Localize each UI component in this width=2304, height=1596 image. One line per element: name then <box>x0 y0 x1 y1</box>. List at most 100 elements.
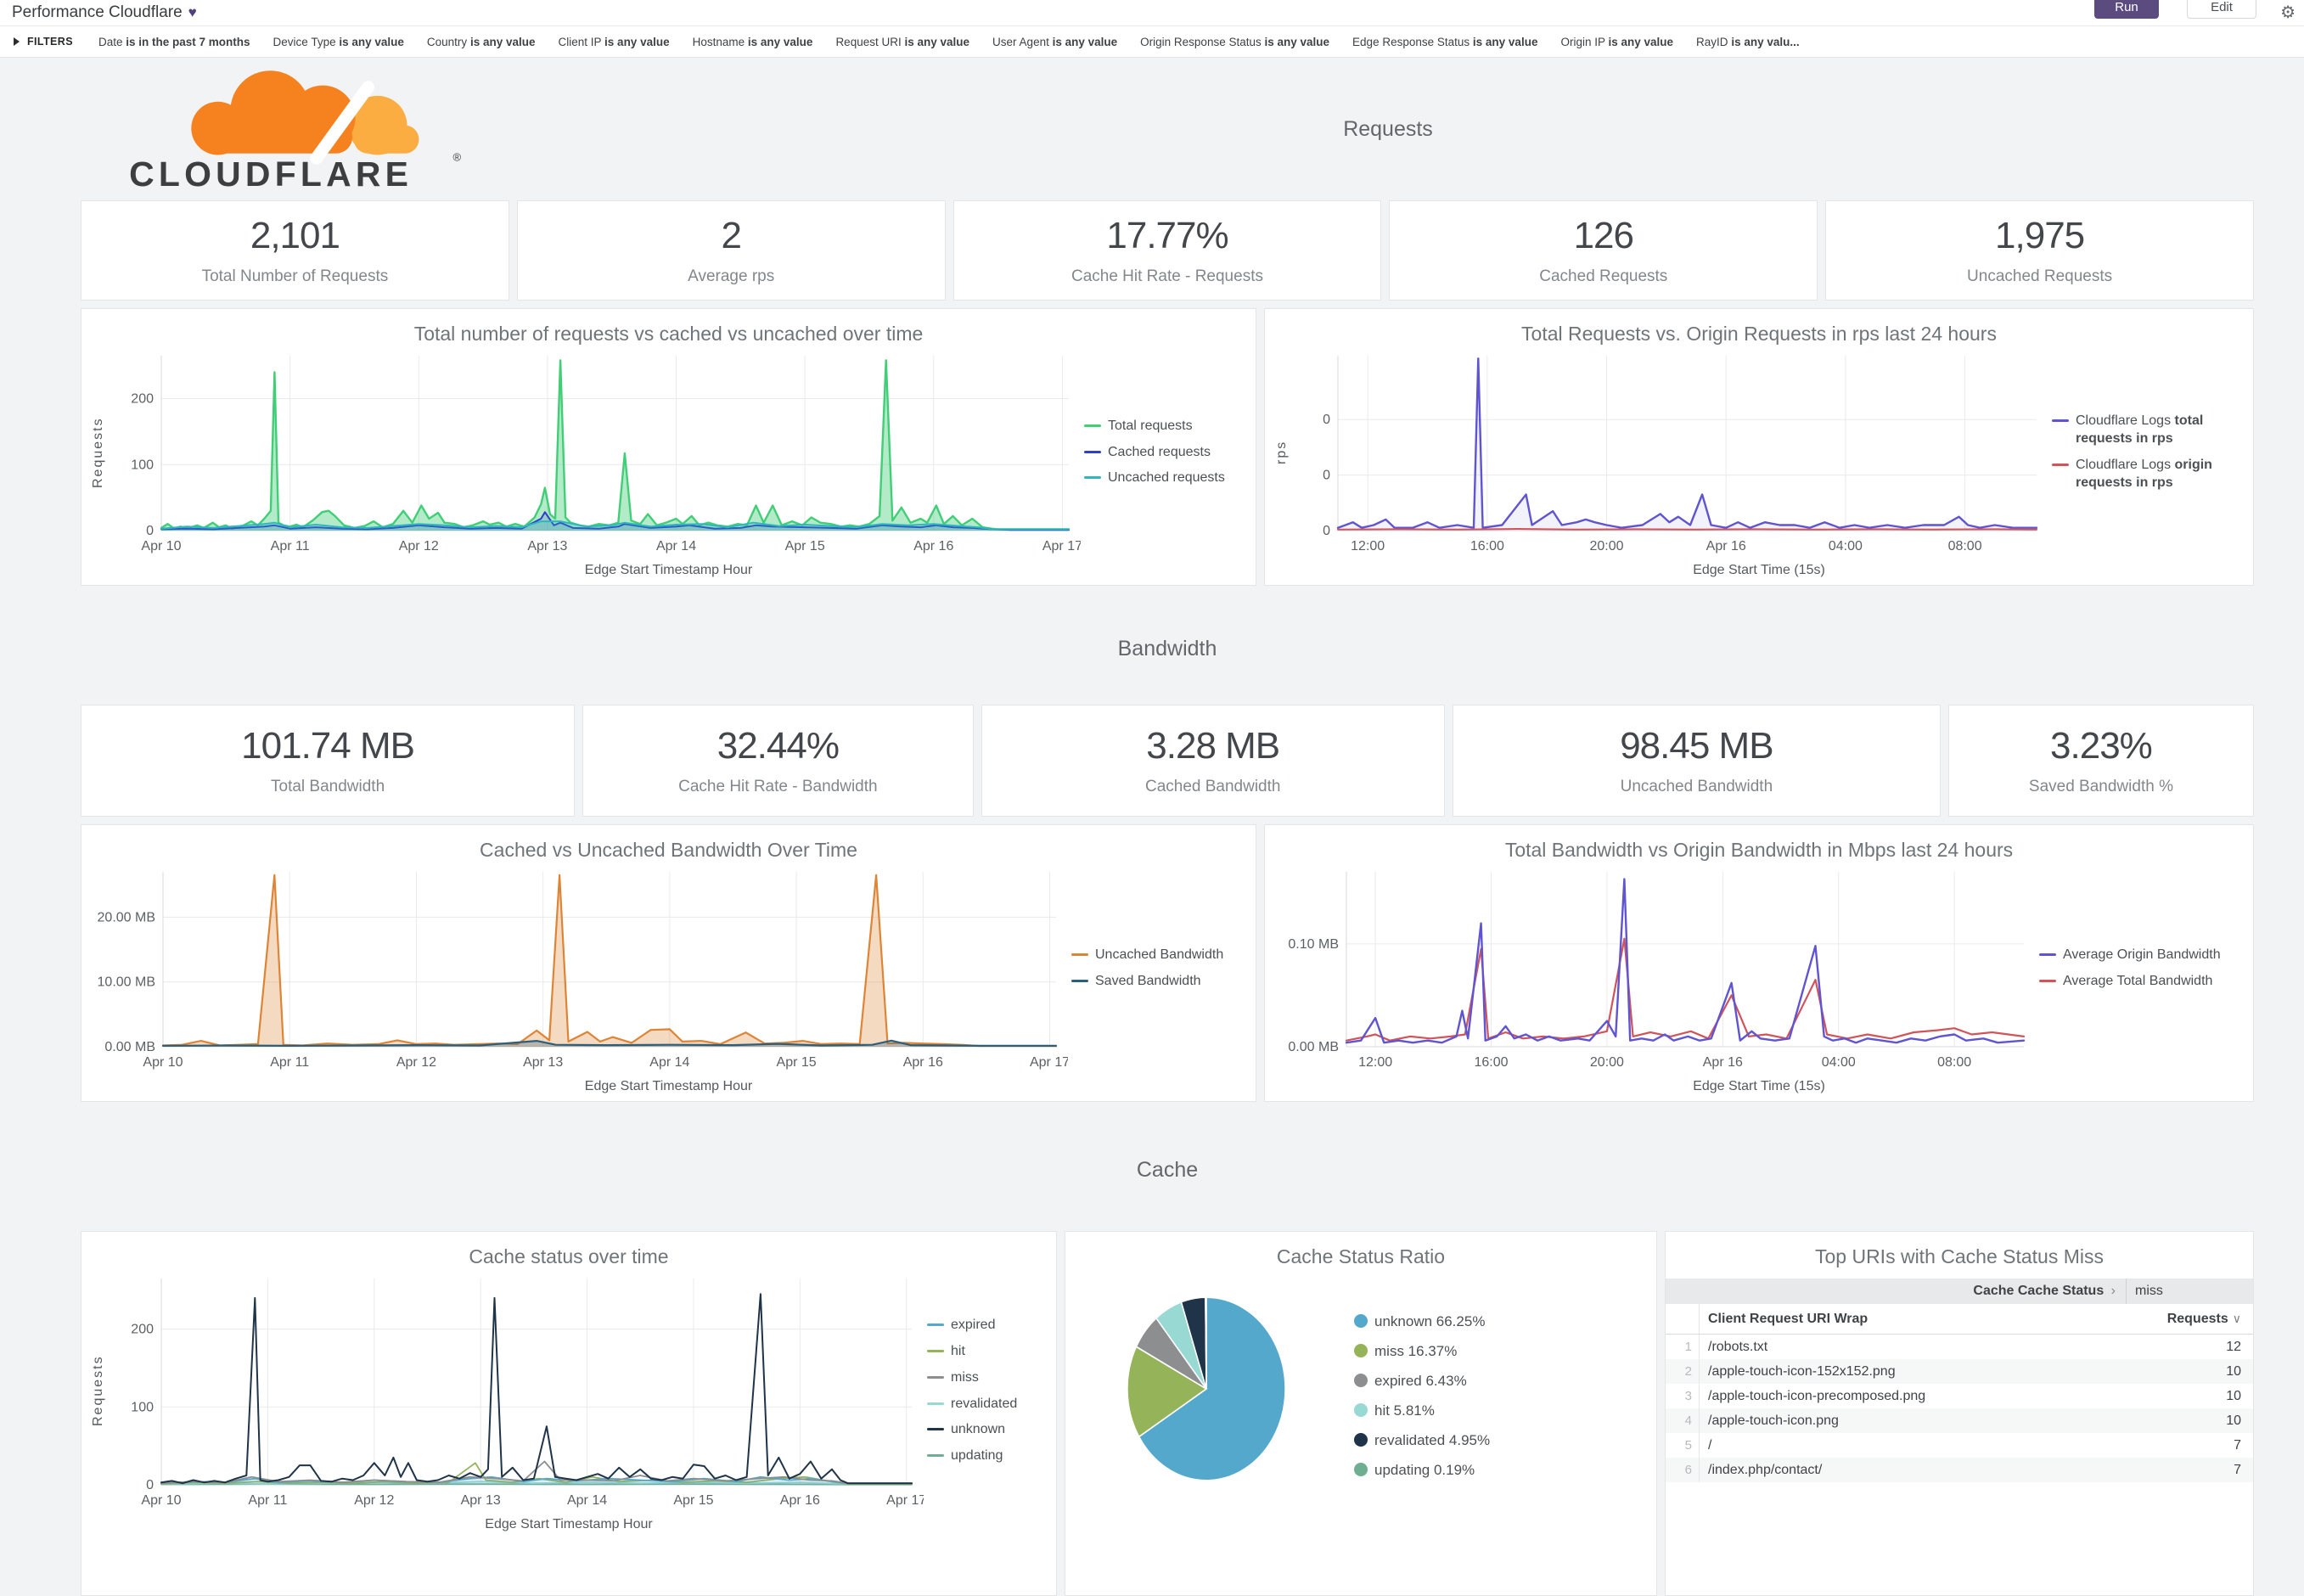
legend-swatch-icon <box>2039 980 2056 982</box>
stat-cache-hit-rate-requests[interactable]: 17.77% Cache Hit Rate - Requests <box>953 200 1382 301</box>
pie-slice[interactable] <box>1138 1296 1286 1481</box>
stat-cached-bandwidth[interactable]: 3.28 MB Cached Bandwidth <box>981 705 1445 817</box>
uri-cell[interactable]: /apple-touch-icon-precomposed.png <box>1708 1388 1926 1403</box>
legend-item[interactable]: Uncached Bandwidth <box>1071 947 1247 964</box>
row-number: 3 <box>1666 1384 1700 1408</box>
uri-cell[interactable]: /index.php/contact/ <box>1708 1462 1823 1477</box>
legend-item[interactable]: Total requests <box>1084 418 1247 436</box>
legend-item[interactable]: Cached requests <box>1084 444 1247 462</box>
run-button[interactable]: Run <box>2094 0 2159 19</box>
stat-total-bandwidth[interactable]: 101.74 MB Total Bandwidth <box>81 705 576 817</box>
line-chart-plot[interactable]: Apr 10 Apr 11 Apr 12 Apr 13 Apr 14 Apr 15 Apr … <box>110 1270 926 1512</box>
stat-cache-hit-rate-bandwidth[interactable]: 32.44% Cache Hit Rate - Bandwidth <box>582 705 974 817</box>
chart-requests-over-time: Total number of requests vs cached vs un… <box>81 308 1256 586</box>
pivot-field-link[interactable]: Cache Cache Status › <box>1973 1284 2116 1298</box>
requests-cell[interactable]: 10 <box>2226 1388 2241 1403</box>
uri-cell[interactable]: /apple-touch-icon-152x152.png <box>1708 1363 1896 1379</box>
series-line <box>161 1039 1058 1047</box>
stat-saved-bandwidth-pct[interactable]: 3.23% Saved Bandwidth % <box>1947 705 2254 817</box>
uri-cell[interactable]: /robots.txt <box>1708 1339 1768 1354</box>
x-axis-label: Edge Start Time (15s) <box>1693 563 1825 577</box>
chart-legend: expired hit miss revalidated unknown updating <box>924 1270 1051 1512</box>
legend-label: revalidated <box>951 1396 1018 1411</box>
requests-cell[interactable]: 7 <box>2234 1462 2241 1477</box>
data-table: Cache Cache Status › miss Client Request U… <box>1666 1278 2253 1482</box>
filters-expander[interactable]: FILTERS <box>14 36 73 48</box>
pivot-value: miss <box>2126 1278 2253 1304</box>
filter-hostname[interactable]: Hostname is any value <box>692 35 813 48</box>
svg-text:10.00 MB: 10.00 MB <box>98 975 155 990</box>
stat-cached-requests[interactable]: 126 Cached Requests <box>1389 200 1818 301</box>
svg-text:Apr 16: Apr 16 <box>913 539 953 554</box>
filter-user-agent[interactable]: User Agent is any value <box>992 35 1118 48</box>
legend-item[interactable]: Average Total Bandwidth <box>2039 973 2245 991</box>
pie-slice[interactable] <box>1205 1296 1207 1390</box>
cloudflare-wordmark: CLOUDFLARE <box>129 155 413 192</box>
dashboard-content: CLOUDFLARE ® Requests 2,101 Total Number… <box>0 58 2304 1596</box>
requests-cell[interactable]: 12 <box>2226 1339 2241 1354</box>
stat-total-requests[interactable]: 2,101 Total Number of Requests <box>81 200 509 301</box>
legend-item[interactable]: hit <box>927 1343 1048 1361</box>
legend-item[interactable]: miss <box>927 1369 1048 1387</box>
cloudflare-cloud-icon <box>191 70 419 165</box>
svg-text:Apr 16: Apr 16 <box>780 1493 820 1508</box>
legend-item[interactable]: revalidated <box>927 1396 1048 1413</box>
filter-rayid[interactable]: RayID is any valu... <box>1696 35 1800 48</box>
line-chart-plot[interactable]: 12:00 16:00 20:00 Apr 16 04:00 08:00 0 0 0 <box>1294 347 2048 558</box>
edit-button[interactable]: Edit <box>2187 0 2256 19</box>
svg-text:08:00: 08:00 <box>1937 1055 1971 1070</box>
filter-request-uri[interactable]: Request URI is any value <box>835 35 970 48</box>
filter-origin-ip[interactable]: Origin IP is any value <box>1560 35 1674 48</box>
row-number: 4 <box>1666 1408 1700 1433</box>
legend-item[interactable]: expired <box>927 1317 1048 1335</box>
uri-cell[interactable]: /apple-touch-icon.png <box>1708 1413 1839 1428</box>
legend-item[interactable]: Average Origin Bandwidth <box>2039 947 2245 964</box>
stat-uncached-requests[interactable]: 1,975 Uncached Requests <box>1825 200 2254 301</box>
series-line <box>160 511 1070 531</box>
registered-mark: ® <box>452 150 461 163</box>
line-chart-plot[interactable]: Apr 10 Apr 11 Apr 12 Apr 13 Apr 14 Apr 15 Apr … <box>87 863 1070 1074</box>
gear-icon[interactable]: ⚙ <box>2280 3 2296 22</box>
legend-swatch-icon <box>927 1454 944 1458</box>
svg-text:Apr 17: Apr 17 <box>1030 1055 1068 1070</box>
legend-item[interactable]: updating 0.19% <box>1354 1461 1490 1480</box>
requests-cell[interactable]: 7 <box>2234 1437 2241 1453</box>
legend-swatch-icon <box>1071 980 1088 982</box>
x-axis-label: Edge Start Timestamp Hour <box>584 1079 753 1093</box>
cloudflare-logo: CLOUDFLARE ® <box>81 66 522 192</box>
line-chart-plot[interactable]: Apr 10 Apr 11 Apr 12 Apr 13 Apr 14 Apr 15 Apr … <box>110 347 1082 558</box>
line-chart-plot[interactable]: 12:00 16:00 20:00 Apr 16 04:00 08:00 0.00 MB 0.… <box>1270 863 2036 1074</box>
filter-country[interactable]: Country is any value <box>426 35 536 48</box>
stat-average-rps[interactable]: 2 Average rps <box>516 200 946 301</box>
legend-item[interactable]: Uncached requests <box>1084 469 1247 487</box>
requests-cell[interactable]: 10 <box>2226 1363 2241 1379</box>
legend-swatch-icon <box>927 1428 944 1431</box>
svg-text:Apr 11: Apr 11 <box>270 1055 309 1070</box>
column-header-uri[interactable]: Client Request URI Wrap <box>1708 1311 1868 1326</box>
column-header-requests[interactable]: Requests ∨ <box>2166 1311 2241 1326</box>
chart-canvas: 12:00 16:00 20:00 Apr 16 04:00 08:00 0.00 MB 0.… <box>1288 872 2026 1070</box>
requests-cell[interactable]: 10 <box>2226 1413 2241 1428</box>
filter-device-type[interactable]: Device Type is any value <box>273 35 404 48</box>
uri-cell[interactable]: / <box>1708 1437 1712 1453</box>
pie-slice[interactable] <box>1127 1346 1208 1438</box>
row-number-header <box>1666 1304 1700 1334</box>
filter-edge-response-status[interactable]: Edge Response Status is any value <box>1352 35 1538 48</box>
filter-date[interactable]: Date is in the past 7 months <box>98 35 250 48</box>
stat-uncached-bandwidth[interactable]: 98.45 MB Uncached Bandwidth <box>1452 705 1941 817</box>
legend-item[interactable]: expired 6.43% <box>1354 1372 1490 1391</box>
legend-item[interactable]: hit 5.81% <box>1354 1402 1490 1420</box>
legend-item[interactable]: Saved Bandwidth <box>1071 973 1247 991</box>
pie-chart[interactable] <box>1071 1270 1351 1525</box>
filter-client-ip[interactable]: Client IP is any value <box>558 35 670 48</box>
legend-item[interactable]: unknown 66.25% <box>1354 1312 1490 1331</box>
x-axis-label: Edge Start Timestamp Hour <box>584 563 753 577</box>
svg-text:Apr 14: Apr 14 <box>649 1055 689 1070</box>
legend-item[interactable]: miss 16.37% <box>1354 1342 1490 1361</box>
legend-item[interactable]: Cloudflare Logs origin requests in rps <box>2052 457 2245 492</box>
legend-item[interactable]: Cloudflare Logs total requests in rps <box>2052 413 2245 448</box>
legend-item[interactable]: updating <box>927 1447 1048 1465</box>
legend-item[interactable]: revalidated 4.95% <box>1354 1431 1490 1450</box>
legend-item[interactable]: unknown <box>927 1421 1048 1439</box>
filter-origin-response-status[interactable]: Origin Response Status is any value <box>1140 35 1330 48</box>
